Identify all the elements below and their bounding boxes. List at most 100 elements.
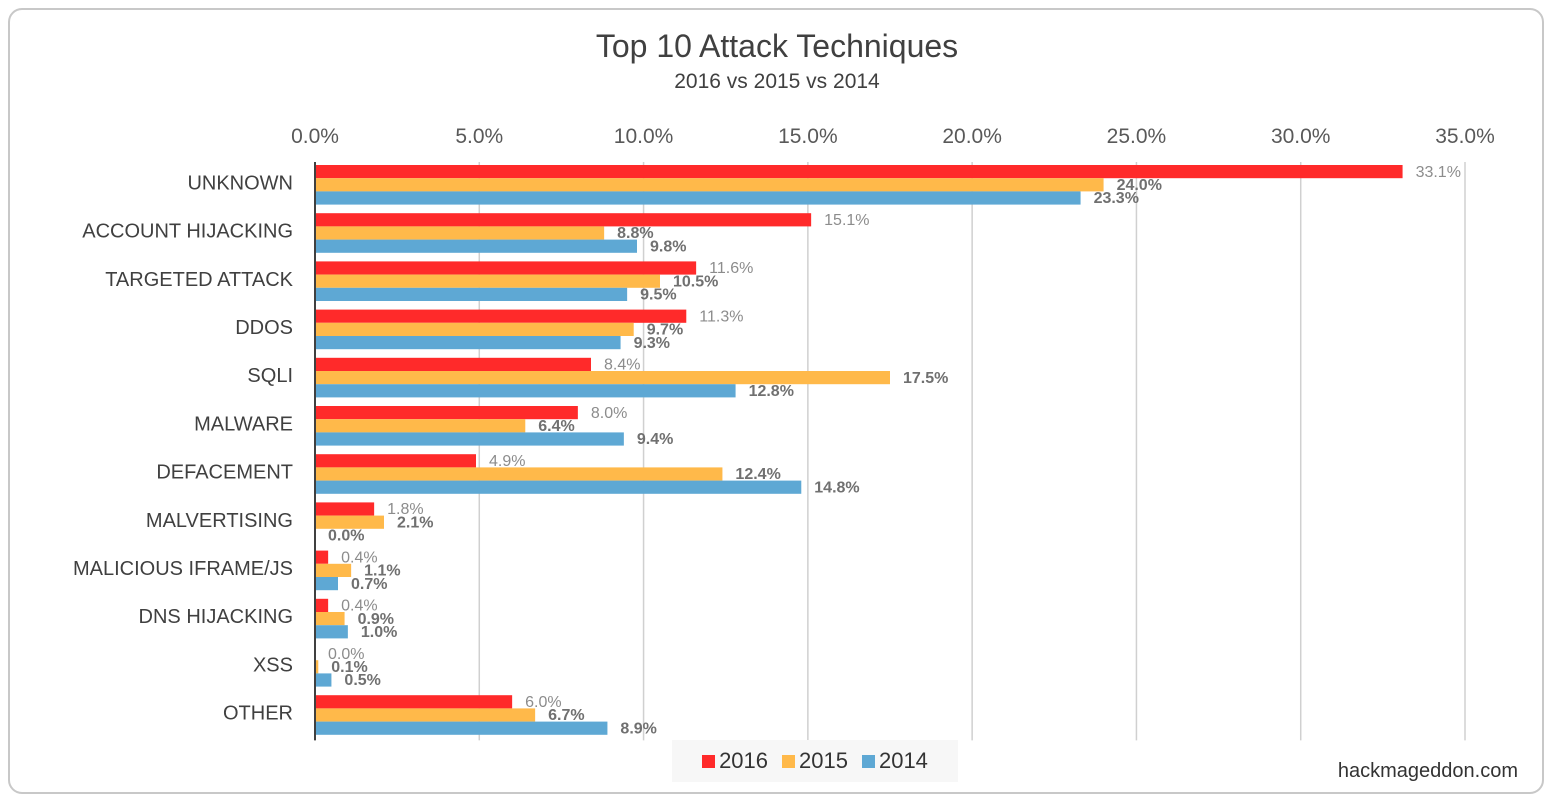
category-label: DNS HIJACKING xyxy=(139,606,293,628)
data-label-2015: 24.0% xyxy=(1117,177,1162,194)
category-label: XSS xyxy=(253,654,293,676)
x-tick-label: 30.0% xyxy=(1271,125,1331,148)
category-label: TARGETED ATTACK xyxy=(105,269,293,291)
x-tick-label: 35.0% xyxy=(1435,125,1495,148)
legend-item-2015: 2015 xyxy=(782,748,848,774)
data-label-2015: 6.7% xyxy=(548,707,584,724)
data-label-2016: 0.4% xyxy=(341,598,377,615)
category-label: OTHER xyxy=(223,703,293,725)
legend-item-2014: 2014 xyxy=(861,748,928,774)
data-label-2015: 9.7% xyxy=(647,322,683,339)
bar-2014 xyxy=(315,673,332,687)
data-label-2014: 0.0% xyxy=(328,528,364,545)
chart-frame xyxy=(8,8,1544,794)
legend-label-2014: 2014 xyxy=(878,748,928,773)
bar-2015 xyxy=(315,322,634,336)
bar-2015 xyxy=(315,660,319,674)
legend-label-2015: 2015 xyxy=(799,748,848,773)
chart-title: Top 10 Attack Techniques xyxy=(595,28,959,64)
data-label-2016: 11.6% xyxy=(709,260,753,277)
data-label-2015: 10.5% xyxy=(673,273,718,290)
bar-2014 xyxy=(315,191,1081,205)
bar-2015 xyxy=(315,515,384,529)
x-tick-label: 15.0% xyxy=(778,125,838,148)
bar-2014 xyxy=(315,239,637,253)
bar-2016 xyxy=(315,454,476,468)
legend-label-2016: 2016 xyxy=(719,748,769,773)
bar-2016 xyxy=(315,406,578,420)
data-label-2014: 23.3% xyxy=(1094,190,1139,207)
category-label: SQLI xyxy=(247,365,293,387)
data-label-2015: 17.5% xyxy=(903,370,948,387)
category-label: DEFACEMENT xyxy=(156,462,293,484)
bar-2014 xyxy=(315,721,608,735)
bar-2014 xyxy=(315,432,624,446)
data-label-2015: 2.1% xyxy=(397,514,433,531)
bar-2015 xyxy=(315,708,536,722)
bar-2015 xyxy=(315,563,352,577)
source-credit: hackmageddon.com xyxy=(1337,760,1518,782)
bar-2015 xyxy=(315,419,526,433)
legend-swatch-2015 xyxy=(782,754,796,768)
bar-2014 xyxy=(315,384,736,398)
data-label-2014: 9.5% xyxy=(640,287,676,304)
category-label: MALWARE xyxy=(194,413,293,435)
data-label-2016: 33.1% xyxy=(1416,164,1461,181)
bar-2014 xyxy=(315,625,348,639)
bar-2015 xyxy=(315,226,605,240)
category-label: MALVERTISING xyxy=(146,510,293,532)
bar-2015 xyxy=(315,612,345,626)
data-label-2015: 6.4% xyxy=(538,418,574,435)
bar-2015 xyxy=(315,371,890,385)
x-tick-label: 0.0% xyxy=(291,125,339,148)
data-label-2016: 6.0% xyxy=(525,694,561,711)
bar-2016 xyxy=(315,502,375,516)
data-label-2014: 0.5% xyxy=(344,672,380,689)
bar-2016 xyxy=(315,309,687,323)
x-tick-label: 10.0% xyxy=(614,125,674,148)
data-label-2016: 15.1% xyxy=(824,212,869,229)
data-label-2015: 0.1% xyxy=(331,659,367,676)
x-tick-label: 5.0% xyxy=(455,125,503,148)
x-tick-label: 20.0% xyxy=(942,125,1002,148)
legend-swatch-2016 xyxy=(702,754,716,768)
x-tick-label: 25.0% xyxy=(1107,125,1167,148)
data-label-2016: 8.4% xyxy=(604,357,640,374)
data-label-2014: 9.3% xyxy=(634,335,670,352)
data-label-2015: 1.1% xyxy=(364,563,400,580)
legend: 2016 2015 2014 xyxy=(672,740,958,782)
bar-2016 xyxy=(315,598,329,612)
bar-2016 xyxy=(315,165,1403,179)
data-label-2014: 9.8% xyxy=(650,238,686,255)
category-label: MALICIOUS IFRAME/JS xyxy=(73,558,293,580)
bar-2015 xyxy=(315,467,723,481)
data-label-2016: 4.9% xyxy=(489,453,525,470)
legend-swatch-2014 xyxy=(861,754,875,768)
data-label-2016: 0.4% xyxy=(341,549,377,566)
bar-2016 xyxy=(315,261,697,275)
data-label-2015: 12.4% xyxy=(735,466,780,483)
data-label-2015: 8.8% xyxy=(617,225,653,242)
data-label-2014: 9.4% xyxy=(637,431,673,448)
legend-item-2016: 2016 xyxy=(702,748,768,774)
data-label-2016: 11.3% xyxy=(699,308,743,325)
bar-2016 xyxy=(315,695,513,709)
category-label: DDOS xyxy=(235,317,293,339)
bar-2016 xyxy=(315,550,329,564)
category-label: UNKNOWN xyxy=(187,172,293,194)
bar-2014 xyxy=(315,577,338,591)
data-label-2014: 14.8% xyxy=(814,479,859,496)
data-label-2014: 0.7% xyxy=(351,576,387,593)
data-label-2014: 12.8% xyxy=(749,383,794,400)
bar-2014 xyxy=(315,287,628,301)
bar-2014 xyxy=(315,336,621,350)
data-label-2014: 1.0% xyxy=(361,624,397,641)
data-label-2016: 1.8% xyxy=(387,501,423,518)
data-label-2016: 0.0% xyxy=(328,646,364,663)
chart-subtitle: 2016 vs 2015 vs 2014 xyxy=(674,70,880,93)
bar-2015 xyxy=(315,178,1104,192)
bar-2016 xyxy=(315,357,591,371)
bar-2014 xyxy=(315,480,802,494)
category-label: ACCOUNT HIJACKING xyxy=(82,221,293,243)
